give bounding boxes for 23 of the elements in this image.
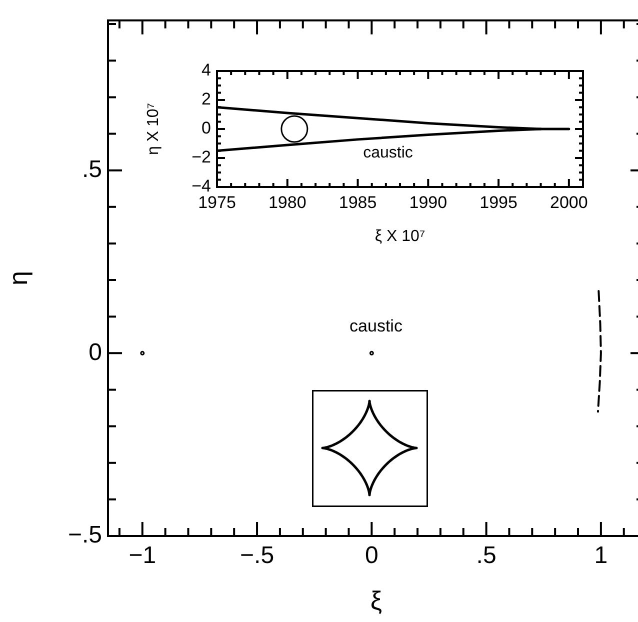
y-tick-label: 4 [202, 60, 211, 80]
x-tick-label: −.5 [240, 542, 274, 570]
y-axis-title: η X 10⁷ [145, 102, 162, 156]
y-tick-label: 0 [88, 338, 102, 366]
y-tick-label: −2 [192, 148, 211, 167]
x-axis-title: ξ X 10⁷ [374, 228, 426, 245]
annotation: caustic [350, 316, 403, 336]
y-tick-label: −.5 [68, 522, 102, 549]
x-tick-label: −1 [128, 542, 156, 570]
y-axis-title: η [2, 270, 33, 286]
x-tick-label: 1985 [338, 192, 377, 212]
y-tick-label: 2 [202, 90, 211, 109]
x-tick-label: .5 [476, 542, 496, 570]
x-tick-label: 1980 [268, 192, 306, 212]
x-tick-label: 1 [594, 542, 608, 570]
annotation: caustic [363, 144, 413, 162]
y-tick-label: .5 [82, 156, 102, 183]
x-tick-label: 1995 [480, 192, 518, 212]
y-tick-label: 0 [202, 118, 211, 138]
x-tick-label: 2000 [550, 192, 588, 212]
x-axis-title: ξ [370, 586, 382, 616]
x-tick-label: 1990 [409, 192, 448, 212]
x-tick-label: 0 [364, 542, 378, 570]
